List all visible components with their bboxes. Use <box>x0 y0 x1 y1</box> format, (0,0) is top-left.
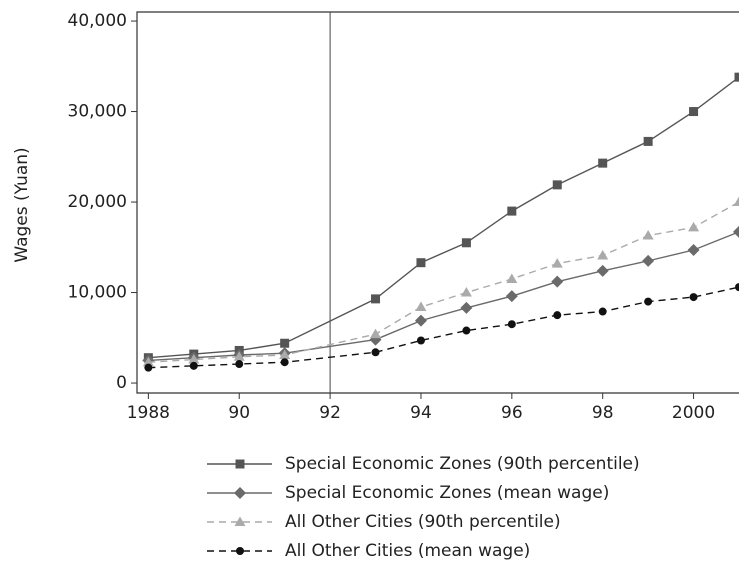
marker <box>734 72 739 82</box>
marker <box>234 487 246 499</box>
legend-label: Special Economic Zones (90th percentile) <box>285 454 640 474</box>
marker <box>235 459 245 469</box>
marker <box>280 338 290 348</box>
marker <box>505 290 518 303</box>
marker <box>598 307 607 316</box>
marker <box>416 336 425 345</box>
y-tick-label: 10,000 <box>68 283 127 303</box>
marker <box>733 225 739 238</box>
marker <box>552 180 562 190</box>
marker <box>642 254 655 267</box>
x-tick-label: 94 <box>410 403 432 423</box>
series-line <box>148 231 739 362</box>
marker <box>144 363 153 372</box>
marker <box>414 314 427 327</box>
x-tick-label: 2000 <box>672 403 715 423</box>
marker <box>370 328 382 339</box>
marker <box>596 264 609 277</box>
plot-frame <box>136 11 739 394</box>
marker <box>233 351 245 361</box>
y-tick-label: 30,000 <box>68 102 127 122</box>
legend-label: Special Economic Zones (mean wage) <box>285 483 609 503</box>
marker <box>462 326 471 335</box>
series-line <box>148 201 739 363</box>
marker <box>235 360 244 369</box>
marker <box>689 293 698 302</box>
marker <box>506 273 518 283</box>
marker <box>461 238 471 248</box>
x-tick-label: 98 <box>592 403 614 423</box>
x-tick-label: 92 <box>319 403 341 423</box>
marker <box>507 206 517 216</box>
marker <box>416 258 426 268</box>
marker <box>644 297 653 306</box>
marker <box>735 283 739 292</box>
marker <box>553 311 562 320</box>
marker <box>733 196 739 207</box>
marker <box>551 258 563 268</box>
marker <box>551 275 564 288</box>
legend-label: All Other Cities (90th percentile) <box>285 512 561 532</box>
marker <box>507 320 516 329</box>
x-tick-label: 90 <box>228 403 250 423</box>
series-line <box>148 76 739 359</box>
marker <box>280 358 289 367</box>
marker <box>643 136 653 146</box>
y-tick-label: 20,000 <box>68 192 127 212</box>
marker <box>642 230 654 240</box>
y-tick-label: 0 <box>116 373 127 393</box>
marker <box>371 348 380 357</box>
marker <box>415 301 427 312</box>
marker <box>460 287 472 297</box>
x-tick-label: 1988 <box>127 403 170 423</box>
marker <box>688 221 700 232</box>
marker <box>687 244 700 257</box>
marker <box>598 158 608 168</box>
y-axis-label: Wages (Yuan) <box>12 147 32 262</box>
marker <box>460 301 473 314</box>
marker <box>689 107 699 117</box>
x-tick-label: 96 <box>501 403 523 423</box>
marker <box>279 349 291 359</box>
legend-label: All Other Cities (mean wage) <box>285 541 530 561</box>
marker <box>189 361 198 370</box>
marker <box>142 356 154 367</box>
marker <box>236 547 244 555</box>
y-tick-label: 40,000 <box>68 11 127 31</box>
marker <box>234 516 246 526</box>
marker <box>597 249 609 260</box>
marker <box>188 354 200 364</box>
marker <box>371 294 381 304</box>
